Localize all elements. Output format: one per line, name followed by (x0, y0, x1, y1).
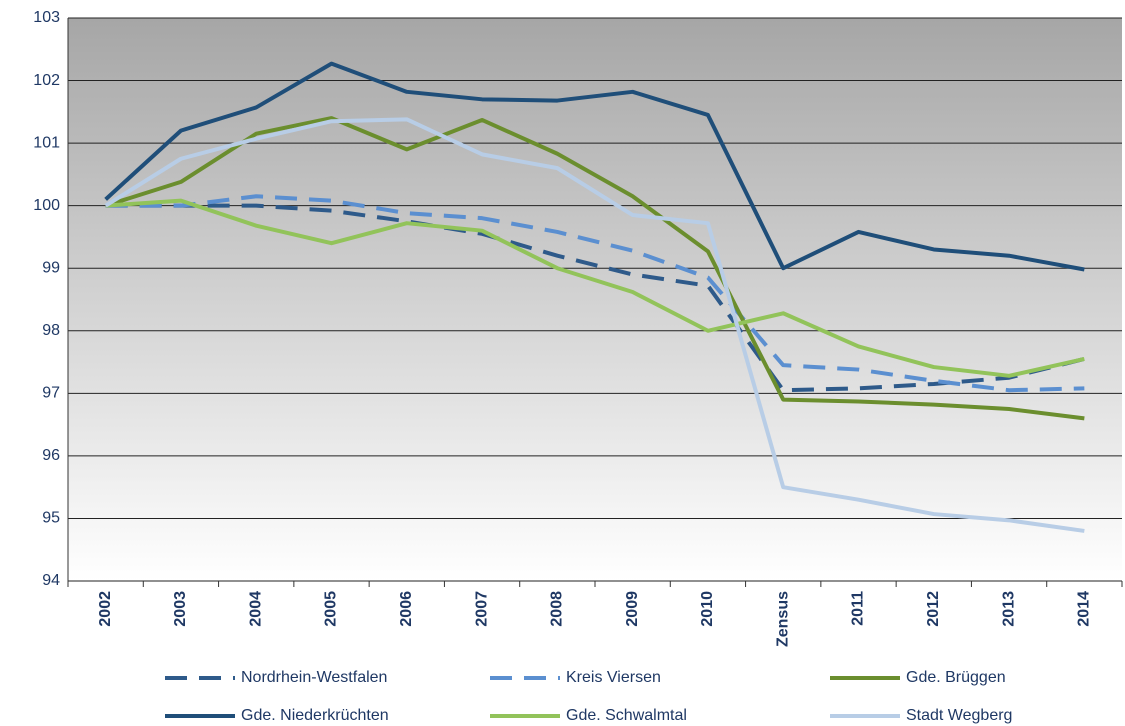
legend-label: Gde. Niederkrüchten (241, 707, 389, 724)
y-tick-label: 97 (42, 385, 60, 402)
y-tick-label: 96 (42, 447, 60, 464)
y-tick-label: 95 (42, 510, 60, 527)
legend-label: Nordrhein-Westfalen (241, 669, 387, 686)
y-tick-label: 99 (42, 259, 60, 276)
x-tick-label: 2006 (398, 591, 415, 627)
y-tick-label: 102 (33, 72, 60, 89)
series-line (104, 117, 1085, 533)
legend-label: Kreis Viersen (566, 669, 661, 686)
y-tick-label: 103 (33, 9, 60, 26)
y-tick-label: 100 (33, 197, 60, 214)
y-tick-label: 94 (42, 572, 60, 589)
legend-label: Gde. Brüggen (906, 669, 1006, 686)
series-line (105, 116, 1085, 421)
plot-area (68, 18, 1122, 581)
x-tick-label: 2014 (1076, 591, 1093, 627)
x-tick-label: 2004 (247, 591, 264, 627)
series-line (105, 203, 1085, 393)
x-tick-label: 2007 (473, 591, 490, 627)
y-tick-label: 101 (33, 134, 60, 151)
x-tick-label: 2012 (925, 591, 942, 627)
x-tick-label: Zensus (774, 591, 791, 647)
y-tick-label: 98 (42, 322, 60, 339)
x-tick-label: 2011 (850, 591, 867, 626)
legend-label: Gde. Schwalmtal (566, 707, 687, 724)
series-line (105, 194, 1085, 393)
x-tick-label: 2003 (172, 591, 189, 627)
x-tick-label: 2010 (699, 591, 716, 627)
series-line (105, 198, 1085, 378)
series-line (104, 61, 1085, 272)
x-tick-label: 2002 (97, 591, 114, 627)
x-tick-label: 2005 (323, 591, 340, 627)
x-tick-label: 2009 (624, 591, 641, 627)
x-tick-label: 2008 (549, 591, 566, 627)
x-tick-label: 2013 (1000, 591, 1017, 627)
legend-label: Stadt Wegberg (906, 707, 1012, 724)
